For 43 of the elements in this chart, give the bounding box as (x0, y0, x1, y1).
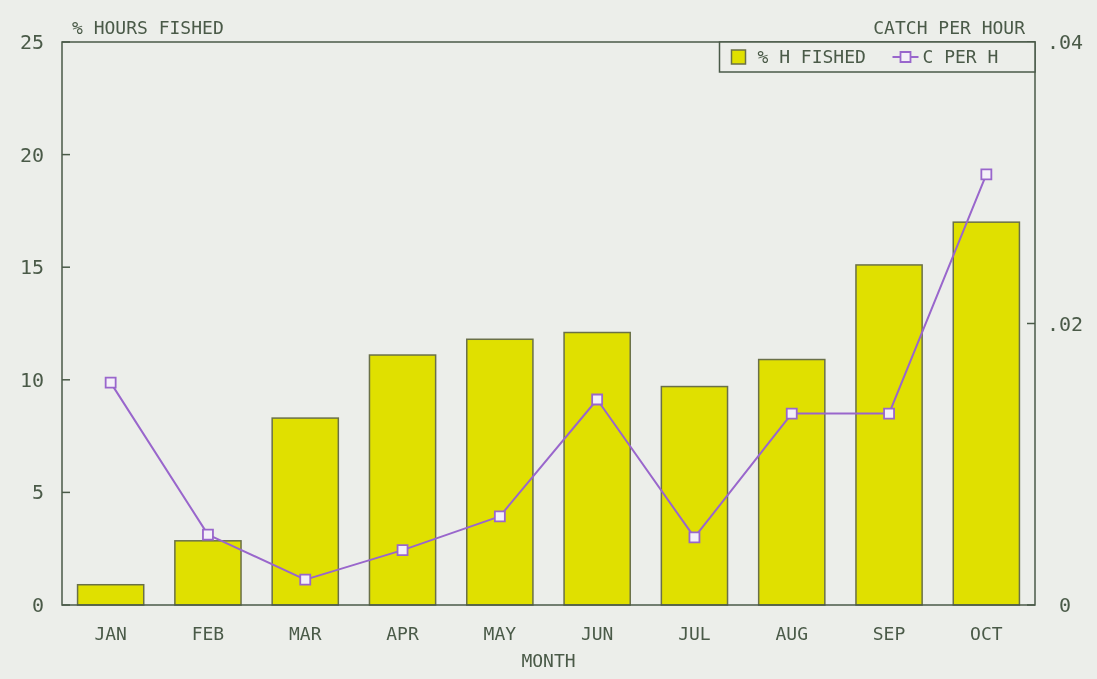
x-tick-label: JUN (580, 623, 614, 644)
bar (855, 264, 923, 606)
legend-label: C PER H (922, 46, 999, 68)
point (299, 573, 312, 586)
y2-tick-label: .02 (1046, 311, 1084, 336)
bar (563, 331, 631, 606)
bar (466, 338, 534, 606)
point (785, 407, 798, 420)
y-tick-label: 20 (19, 142, 44, 167)
x-tick-label: MAY (483, 623, 517, 644)
bar (76, 583, 145, 606)
point (104, 376, 117, 389)
point (396, 544, 409, 557)
bar (660, 385, 729, 606)
x-tick-label: AUG (775, 623, 809, 644)
y-tick-label: 5 (31, 480, 44, 505)
bar (952, 221, 1021, 606)
x-tick-label: JAN (94, 623, 127, 644)
y-axis-title: % HOURS FISHED (72, 17, 224, 38)
y-tick-label: 10 (19, 367, 44, 392)
point (883, 407, 895, 420)
y2-tick-label: 0 (1058, 593, 1072, 617)
point (591, 393, 604, 406)
point (493, 510, 506, 523)
x-axis-title: MONTH (521, 650, 576, 671)
y2-tick-label: .04 (1046, 30, 1084, 54)
x-tick-label: JUL (678, 623, 711, 644)
y2-axis-title: CATCH PER HOUR (873, 17, 1026, 38)
y-tick-label: 0 (31, 593, 44, 617)
bar (174, 540, 242, 606)
x-tick-label: APR (386, 623, 419, 644)
point (202, 528, 214, 541)
x-tick-label: SEP (872, 623, 906, 644)
bar (271, 417, 340, 606)
legend-label: % H FISHED (757, 46, 866, 68)
bar (757, 358, 826, 606)
y-tick-label: 25 (19, 30, 44, 54)
x-tick-label: MAR (288, 623, 322, 644)
x-tick-label: OCT (970, 623, 1003, 644)
y-tick-label: 15 (19, 255, 44, 280)
point (980, 168, 993, 181)
x-tick-label: FEB (191, 623, 225, 644)
bar (368, 354, 437, 606)
